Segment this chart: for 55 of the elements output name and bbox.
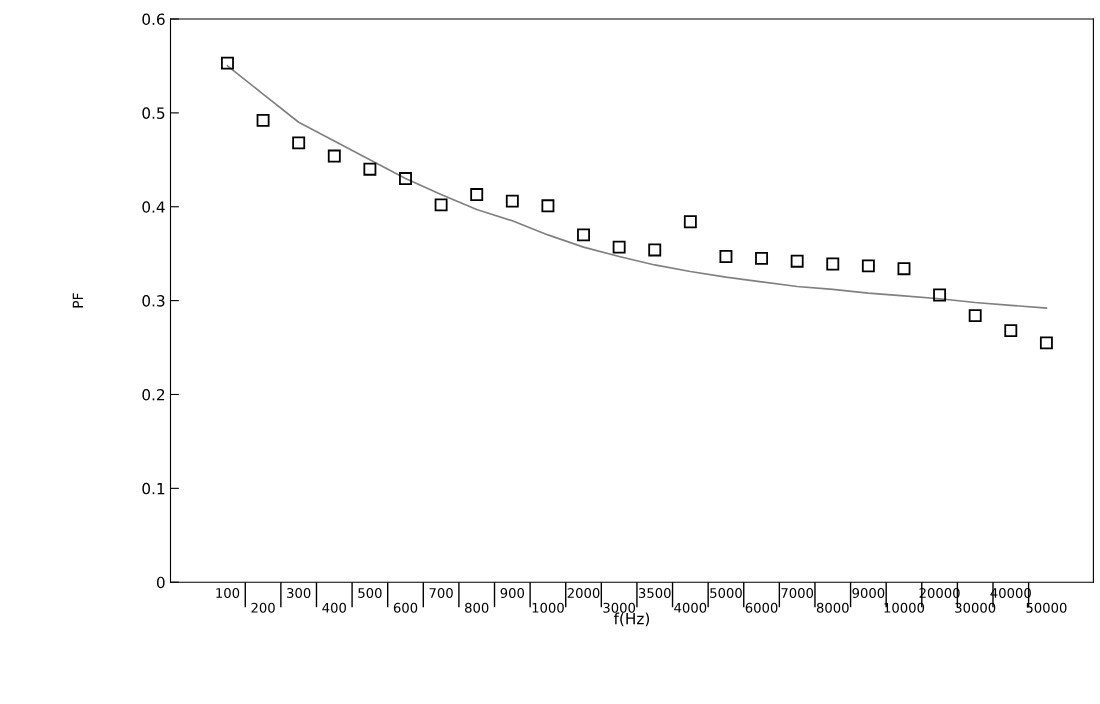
point [683, 215, 697, 229]
point [861, 259, 875, 273]
x-tick-label: 3000 [603, 602, 636, 613]
y-tick-label: 0.1 [142, 482, 165, 495]
point [968, 309, 982, 323]
x-tick-label: 4000 [674, 602, 707, 613]
point [434, 198, 448, 212]
point [256, 113, 270, 127]
y-tick-label: 0.5 [142, 107, 165, 119]
y-tick-label: 0 [156, 576, 165, 589]
x-tick-label: 6000 [745, 602, 778, 613]
point [399, 172, 412, 186]
x-tick-label: 600 [393, 602, 418, 613]
point [470, 188, 484, 201]
x-tick-label: 300 [287, 588, 311, 598]
x-tick-label: 100 [216, 588, 240, 598]
point [826, 257, 840, 271]
point [505, 194, 519, 208]
point [363, 162, 377, 176]
x-tick-label: 3500 [638, 588, 671, 598]
y-tick-label: 0.6 [142, 13, 165, 26]
point [897, 262, 911, 276]
point [933, 288, 947, 302]
point [541, 199, 555, 213]
x-tick-label: 400 [322, 602, 346, 613]
point [221, 56, 234, 70]
point [327, 149, 341, 163]
x-tick-label: 900 [500, 588, 525, 598]
x-axis-title: f(Hz) [613, 612, 650, 627]
point [292, 136, 306, 150]
x-tick-label: 7000 [781, 588, 814, 598]
point [1039, 336, 1053, 350]
point [755, 251, 769, 265]
y-tick-label: 0.3 [142, 295, 165, 307]
x-tick-label: 1000 [532, 602, 564, 613]
x-tick-label: 500 [358, 588, 382, 598]
x-tick-label: 50000 [1026, 602, 1067, 613]
point [648, 243, 662, 257]
x-tick-label: 9000 [852, 588, 885, 598]
x-tick-label: 700 [429, 588, 453, 598]
x-tick-label: 10000 [884, 602, 925, 613]
y-tick-label: 0.2 [142, 388, 165, 401]
x-tick-label: 8000 [816, 602, 849, 613]
x-tick-label: 5000 [710, 588, 742, 598]
point [790, 254, 804, 268]
y-tick-label: 0.4 [142, 201, 165, 213]
x-tick-label: 800 [465, 602, 489, 613]
x-tick-label: 200 [251, 602, 275, 613]
point [577, 228, 590, 242]
x-tick-label: 30000 [955, 602, 996, 613]
point [612, 240, 626, 254]
y-axis-title: PF [72, 293, 83, 308]
point [719, 250, 733, 263]
point [1004, 324, 1018, 338]
x-tick-label: 2000 [567, 588, 600, 598]
